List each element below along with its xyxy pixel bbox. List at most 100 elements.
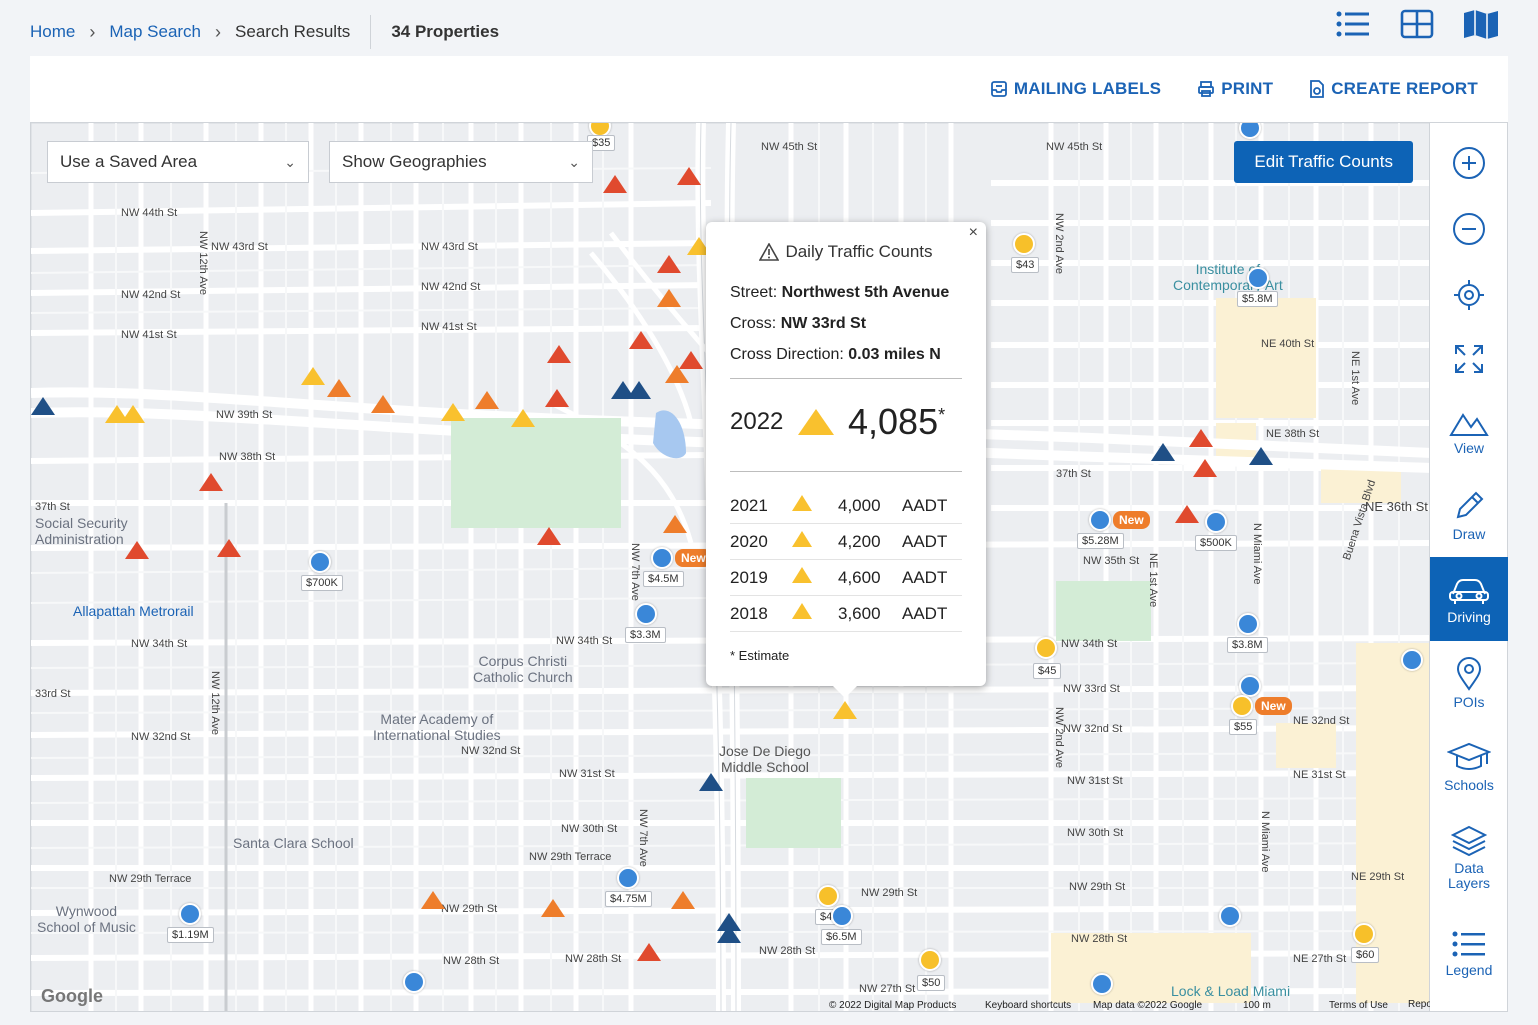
sidebar-pois-button[interactable]: POIs	[1430, 641, 1508, 725]
street-label: NW 31st St	[559, 768, 615, 780]
property-pin[interactable]	[919, 949, 941, 971]
traffic-marker[interactable]	[1151, 443, 1175, 461]
new-badge: New	[1255, 697, 1292, 715]
traffic-marker[interactable]	[717, 925, 741, 943]
poi-mater-academy[interactable]: Mater Academy of International Studies	[373, 711, 501, 743]
property-pin[interactable]	[1239, 675, 1261, 697]
traffic-marker[interactable]	[537, 527, 561, 545]
geographies-dropdown[interactable]: Show Geographies ⌄	[329, 141, 593, 183]
poi-lock-load[interactable]: Lock & Load Miami	[1171, 983, 1291, 999]
breadcrumb-home[interactable]: Home	[30, 22, 76, 41]
property-pin[interactable]	[831, 905, 853, 927]
traffic-marker[interactable]	[541, 899, 565, 917]
property-pin[interactable]	[309, 551, 331, 573]
terms-link[interactable]: Terms of Use	[1329, 1000, 1388, 1011]
property-pin[interactable]	[635, 603, 657, 625]
traffic-marker[interactable]	[441, 403, 465, 421]
property-pin[interactable]	[1089, 509, 1111, 531]
property-pin[interactable]	[1219, 905, 1241, 927]
edit-traffic-counts-button[interactable]: Edit Traffic Counts	[1234, 141, 1413, 183]
property-pin[interactable]	[1401, 649, 1423, 671]
property-pin[interactable]	[1091, 973, 1113, 995]
poi-jose-de-diego[interactable]: Jose De Diego Middle School	[719, 743, 811, 775]
traffic-marker[interactable]	[1189, 429, 1213, 447]
property-pin[interactable]	[1013, 233, 1035, 255]
saved-area-dropdown[interactable]: Use a Saved Area ⌄	[47, 141, 309, 183]
street-label: NW 35th St	[1083, 555, 1140, 567]
map-view-icon[interactable]	[1462, 8, 1500, 40]
property-pin[interactable]	[179, 903, 201, 925]
zoom-in-button[interactable]	[1430, 123, 1508, 207]
traffic-marker[interactable]	[31, 397, 55, 415]
report-icon	[1310, 80, 1325, 98]
traffic-marker[interactable]	[657, 289, 681, 307]
poi-corpus-christi[interactable]: Corpus Christi Catholic Church	[473, 653, 573, 685]
close-icon[interactable]: ×	[968, 224, 978, 241]
street-label: 37th St	[1056, 468, 1091, 480]
fullscreen-button[interactable]	[1430, 319, 1508, 403]
traffic-marker[interactable]	[327, 379, 351, 397]
traffic-marker[interactable]	[663, 515, 687, 533]
breadcrumb-map-search[interactable]: Map Search	[109, 22, 202, 41]
sidebar-legend-button[interactable]: Legend	[1430, 911, 1508, 995]
traffic-marker[interactable]	[671, 891, 695, 909]
property-pin[interactable]	[1035, 637, 1057, 659]
property-pin[interactable]	[1247, 267, 1269, 289]
property-pin[interactable]	[1205, 511, 1227, 533]
sidebar-schools-button[interactable]: Schools	[1430, 725, 1508, 809]
property-pin[interactable]	[1231, 695, 1253, 717]
traffic-marker[interactable]	[699, 773, 723, 791]
list-view-icon[interactable]	[1334, 8, 1372, 40]
zoom-out-button[interactable]	[1430, 189, 1508, 273]
traffic-marker[interactable]	[1193, 459, 1217, 477]
traffic-marker[interactable]	[657, 255, 681, 273]
traffic-marker[interactable]	[1175, 505, 1199, 523]
create-report-button[interactable]: CREATE REPORT	[1309, 79, 1478, 99]
traffic-marker[interactable]	[1249, 447, 1273, 465]
property-pin[interactable]	[403, 971, 425, 993]
traffic-marker[interactable]	[421, 891, 445, 909]
traffic-marker[interactable]	[603, 175, 627, 193]
property-pin[interactable]	[817, 885, 839, 907]
traffic-marker[interactable]	[687, 237, 711, 255]
sidebar-driving-button[interactable]: Driving	[1430, 557, 1508, 641]
property-pin[interactable]	[617, 867, 639, 889]
property-pin[interactable]	[1239, 123, 1261, 139]
traffic-marker[interactable]	[371, 395, 395, 413]
traffic-marker[interactable]	[665, 365, 689, 383]
keyboard-shortcuts-link[interactable]: Keyboard shortcuts	[985, 1000, 1072, 1011]
traffic-marker[interactable]	[547, 345, 571, 363]
poi-wynwood-school[interactable]: Wynwood School of Music	[37, 903, 136, 935]
poi-social-security[interactable]: Social Security Administration	[35, 515, 128, 547]
traffic-marker[interactable]	[125, 541, 149, 559]
traffic-marker[interactable]	[637, 943, 661, 961]
grid-view-icon[interactable]	[1398, 8, 1436, 40]
locate-button[interactable]	[1430, 255, 1508, 339]
street-label: NW 34th St	[556, 635, 613, 647]
traffic-marker[interactable]	[217, 539, 241, 557]
property-pin[interactable]	[1353, 923, 1375, 945]
traffic-marker[interactable]	[679, 351, 703, 369]
sidebar-draw-button[interactable]: Draw	[1430, 473, 1508, 557]
traffic-marker[interactable]	[511, 409, 535, 427]
traffic-marker[interactable]	[629, 331, 653, 349]
property-pin[interactable]	[1237, 613, 1259, 635]
divider	[370, 15, 372, 49]
poi-santa-clara[interactable]: Santa Clara School	[233, 835, 354, 851]
traffic-marker-selected[interactable]	[833, 701, 857, 719]
traffic-marker[interactable]	[121, 405, 145, 423]
street-label: NW 43rd St	[421, 241, 478, 253]
traffic-marker[interactable]	[545, 389, 569, 407]
poi-allapattah-metrorail[interactable]: Allapattah Metrorail	[73, 603, 194, 619]
traffic-marker[interactable]	[627, 381, 651, 399]
sidebar-data-layers-button[interactable]: Data Layers	[1430, 813, 1508, 903]
traffic-marker[interactable]	[475, 391, 499, 409]
traffic-marker[interactable]	[301, 367, 325, 385]
sidebar-view-button[interactable]: View	[1430, 389, 1508, 473]
traffic-marker[interactable]	[677, 167, 701, 185]
street-label: NW 2nd Ave	[1053, 213, 1065, 274]
property-pin[interactable]	[651, 547, 673, 569]
mailing-labels-button[interactable]: MAILING LABELS	[990, 79, 1161, 99]
traffic-marker[interactable]	[199, 473, 223, 491]
print-button[interactable]: PRINT	[1197, 79, 1273, 99]
